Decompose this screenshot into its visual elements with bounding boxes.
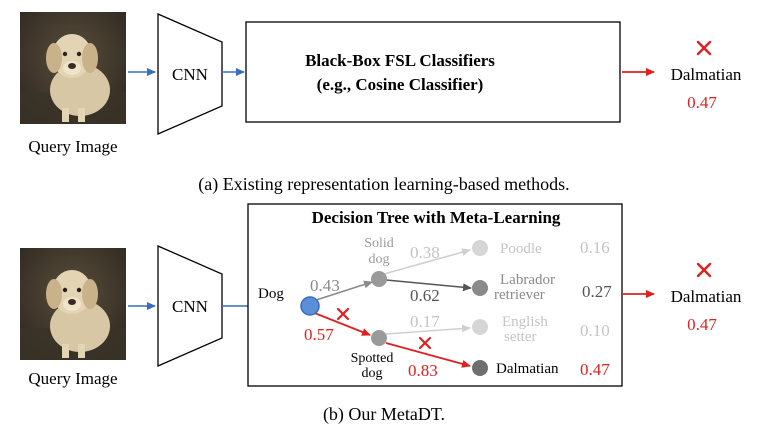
- edge-spotted-english: [385, 324, 471, 335]
- query-dog-image-b: [20, 248, 126, 360]
- prediction-score: 0.47: [687, 93, 717, 112]
- cnn-label-b: CNN: [172, 297, 208, 316]
- prediction-label-b: Dalmatian: [671, 287, 742, 306]
- wrong-cross-icon-root: [336, 307, 350, 321]
- prob-english: 0.10: [580, 321, 610, 340]
- cnn-block: [157, 13, 223, 135]
- prob-labrador: 0.27: [582, 282, 612, 301]
- solid-dog-label-1: Solid: [364, 236, 394, 251]
- root-label: Dog: [258, 286, 284, 302]
- edge-solid-poodle: [383, 248, 471, 275]
- caption-b: (b) Our MetaDT.: [323, 404, 445, 425]
- prob-poodle: 0.16: [580, 238, 610, 257]
- weight-spotted-english: 0.17: [410, 312, 440, 331]
- node-dalmatian: [472, 360, 488, 376]
- cnn-block-b: [157, 245, 223, 367]
- node-poodle: [472, 240, 488, 256]
- wrong-cross-icon-b: [696, 262, 712, 278]
- weight-root-spotted: 0.57: [304, 325, 334, 344]
- edge-spotted-dalmatian: [385, 342, 471, 368]
- prediction-score-b: 0.47: [687, 315, 717, 334]
- panel-b: Query Image CNN Decision Tree with Meta-…: [20, 203, 742, 425]
- leaf-english-label-2: setter: [504, 329, 536, 345]
- weight-solid-poodle: 0.38: [410, 243, 440, 262]
- edge-solid-labrador: [385, 279, 472, 292]
- edge-root-solid: [309, 280, 373, 303]
- leaf-english-label-1: English: [502, 314, 548, 330]
- query-image-label-b: Query Image: [28, 369, 117, 388]
- node-spotted-dog: [371, 330, 387, 346]
- edge-root-spotted: [311, 311, 371, 336]
- leaf-poodle-label: Poodle: [500, 241, 542, 257]
- leaf-labrador-label-1: Labrador: [500, 272, 555, 288]
- weight-spotted-dalmatian: 0.83: [408, 361, 438, 380]
- classifier-subtitle: (e.g., Cosine Classifier): [317, 75, 484, 94]
- decision-tree-title: Decision Tree with Meta-Learning: [312, 208, 561, 227]
- node-labrador: [472, 280, 488, 296]
- wrong-cross-icon-spotted: [418, 336, 432, 350]
- leaf-labrador-label-2: retriever: [494, 287, 545, 303]
- node-root-dog: [300, 296, 320, 316]
- weight-root-solid: 0.43: [310, 276, 340, 295]
- classifier-box: [245, 21, 621, 123]
- spotted-dog-label-2: dog: [362, 366, 383, 381]
- query-image-label: Query Image: [28, 137, 117, 156]
- caption-a: (a) Existing representation learning-bas…: [198, 174, 569, 195]
- node-solid-dog: [371, 271, 387, 287]
- cnn-label: CNN: [172, 65, 208, 84]
- weight-solid-labrador: 0.62: [410, 286, 440, 305]
- solid-dog-label-2: dog: [369, 252, 390, 267]
- query-dog-image: [20, 12, 126, 124]
- panel-a: Query Image CNN Black-Box FSL Classifier…: [20, 12, 742, 195]
- prob-dalmatian: 0.47: [580, 360, 610, 379]
- node-english-setter: [472, 319, 488, 335]
- wrong-cross-icon: [696, 40, 712, 56]
- leaf-dalmatian-label: Dalmatian: [496, 361, 559, 377]
- spotted-dog-label-1: Spotted: [351, 351, 394, 366]
- prediction-label: Dalmatian: [671, 65, 742, 84]
- classifier-title: Black-Box FSL Classifiers: [305, 51, 495, 70]
